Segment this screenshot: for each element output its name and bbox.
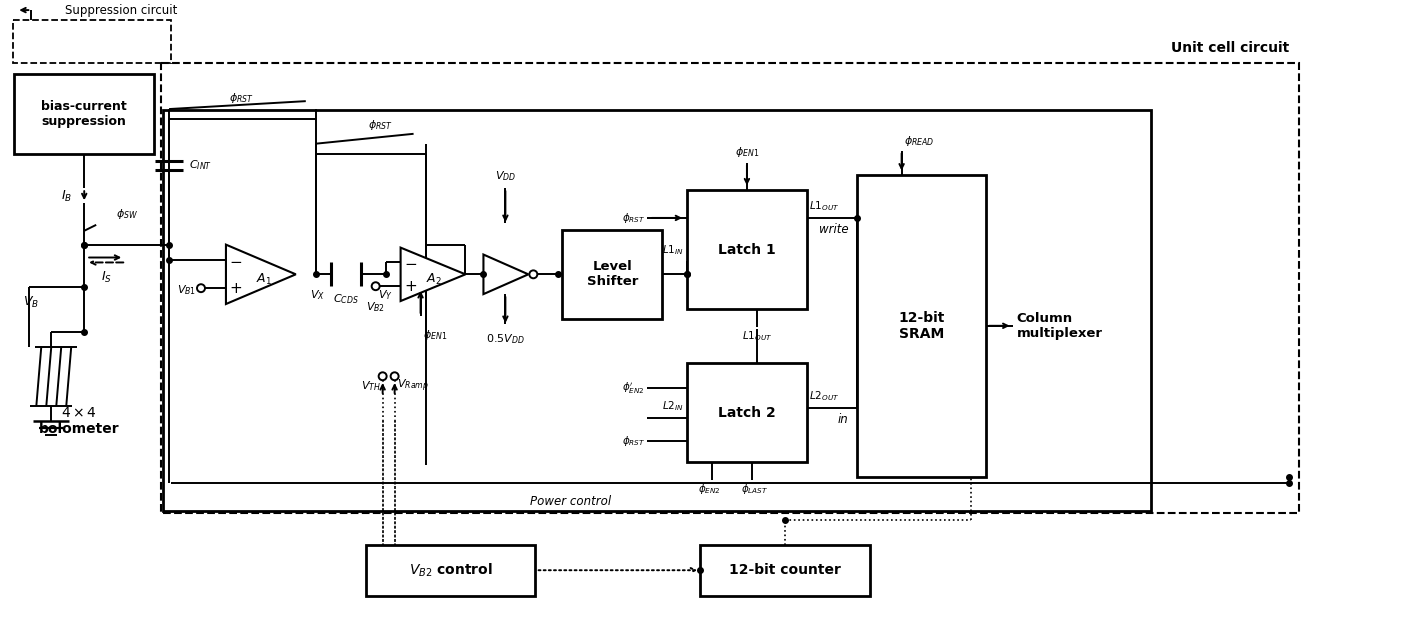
Text: $\phi_{RST}$: $\phi_{RST}$: [229, 91, 255, 105]
Bar: [14, 74, 154, 153]
Text: $L2_{OUT}$: $L2_{OUT}$: [809, 389, 840, 403]
Text: $\phi_{READ}$: $\phi_{READ}$: [903, 134, 935, 148]
Text: $+$: $+$: [229, 281, 242, 296]
Text: $\phi_{EN2}'$: $\phi_{EN2}'$: [623, 380, 646, 396]
Bar: [700, 545, 869, 596]
Text: Latch 1: Latch 1: [718, 242, 776, 257]
Text: $C_{INT}$: $C_{INT}$: [188, 158, 212, 172]
Text: $L2_{IN}$: $L2_{IN}$: [663, 399, 684, 413]
Text: $\phi_{SW}$: $\phi_{SW}$: [116, 207, 139, 221]
Bar: [163, 110, 1151, 511]
Text: $V_{B1}$: $V_{B1}$: [177, 283, 195, 297]
Text: $L1_{OUT}$: $L1_{OUT}$: [809, 199, 840, 213]
Text: write: write: [818, 223, 848, 236]
Text: $\phi_{RST}$: $\phi_{RST}$: [368, 118, 394, 132]
Text: $4 \times 4$
bolometer: $4 \times 4$ bolometer: [38, 406, 119, 436]
Text: $0.5V_{DD}$: $0.5V_{DD}$: [486, 332, 525, 346]
Text: $V_{Ramp}$: $V_{Ramp}$: [396, 378, 429, 394]
Text: $I_B$: $I_B$: [61, 189, 72, 204]
Text: Unit cell circuit: Unit cell circuit: [1171, 40, 1289, 55]
Text: Level
Shifter: Level Shifter: [586, 261, 637, 288]
Text: $V_{B2}$ control: $V_{B2}$ control: [409, 562, 493, 579]
Text: $A_2$: $A_2$: [426, 272, 442, 287]
Text: $V_{DD}$: $V_{DD}$: [494, 170, 515, 183]
Bar: [562, 230, 663, 319]
Text: 12-bit counter: 12-bit counter: [729, 563, 841, 577]
Text: $\phi_{RST}$: $\phi_{RST}$: [622, 433, 646, 447]
Text: Column
multiplexer: Column multiplexer: [1017, 312, 1103, 339]
Text: $\phi_{RST}$: $\phi_{RST}$: [622, 211, 646, 225]
Text: $L1_{IN}$: $L1_{IN}$: [663, 243, 684, 257]
Text: $-$: $-$: [229, 253, 242, 268]
Text: Power control: Power control: [530, 495, 610, 508]
Text: $C_{CDS}$: $C_{CDS}$: [333, 292, 358, 306]
Bar: [687, 363, 807, 463]
Text: $V_B$: $V_B$: [23, 295, 40, 310]
Text: $\phi_{EN1}$: $\phi_{EN1}$: [735, 144, 759, 158]
Text: $V_{B2}$: $V_{B2}$: [367, 300, 385, 314]
Text: $\phi_{EN1}$: $\phi_{EN1}$: [422, 327, 447, 342]
Polygon shape: [401, 247, 466, 301]
Bar: [857, 175, 987, 477]
Text: $L1_{OUT}$: $L1_{OUT}$: [742, 329, 772, 343]
Text: Latch 2: Latch 2: [718, 406, 776, 420]
Text: $A_1$: $A_1$: [256, 272, 272, 287]
Text: Suppression circuit: Suppression circuit: [65, 4, 177, 17]
Polygon shape: [227, 245, 296, 304]
Text: $+$: $+$: [404, 279, 418, 293]
Bar: [13, 20, 171, 62]
Text: $V_X$: $V_X$: [310, 288, 326, 302]
Bar: [161, 62, 1298, 513]
Bar: [687, 190, 807, 309]
Text: $-$: $-$: [404, 255, 418, 270]
Text: $\phi_{LAST}$: $\phi_{LAST}$: [741, 482, 769, 496]
Text: 12-bit
SRAM: 12-bit SRAM: [898, 311, 944, 341]
Text: $V_Y$: $V_Y$: [378, 288, 394, 302]
Bar: [365, 545, 535, 596]
Text: bias-current
suppression: bias-current suppression: [41, 100, 127, 128]
Text: $\phi_{EN2}$: $\phi_{EN2}$: [698, 482, 721, 496]
Text: $V_{TH}$: $V_{TH}$: [361, 379, 381, 393]
Polygon shape: [483, 254, 528, 294]
Text: $I_S$: $I_S$: [101, 270, 112, 285]
Text: in: in: [838, 413, 848, 426]
